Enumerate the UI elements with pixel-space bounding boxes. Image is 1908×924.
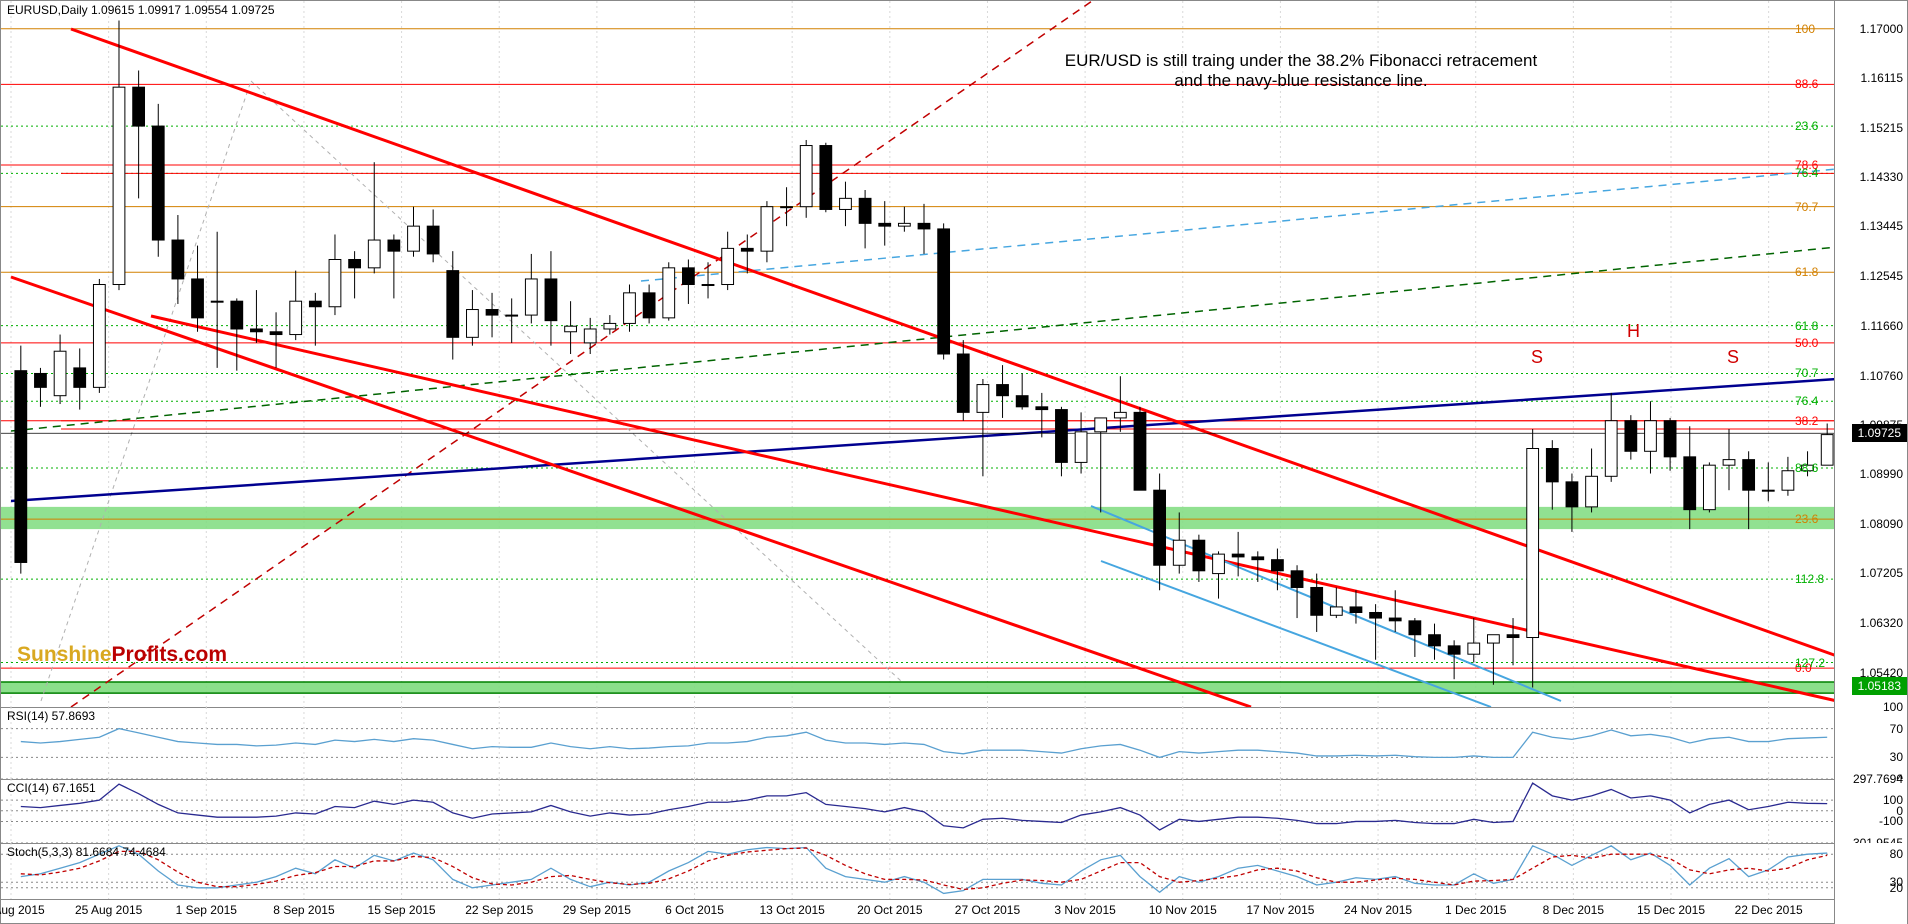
price-panel[interactable]: EURUSD,Daily 1.09615 1.09917 1.09554 1.0…: [1, 1, 1907, 708]
xaxis-tick: 18 Aug 2015: [0, 903, 45, 917]
fib-label: 61.8: [1795, 265, 1818, 279]
fib-label: 61.8: [1795, 319, 1818, 333]
watermark-part-1: Sunshine: [17, 643, 112, 666]
symbol-title: EURUSD,Daily 1.09615 1.09917 1.09554 1.0…: [7, 3, 275, 17]
xaxis-tick: 3 Nov 2015: [1054, 903, 1115, 917]
price-tick: 1.12545: [1860, 269, 1903, 283]
fib-label: 38.2: [1795, 414, 1818, 428]
indicator-tick: 297.7694: [1853, 772, 1903, 786]
price-tick: 1.07205: [1860, 566, 1903, 580]
xaxis-tick: 1 Dec 2015: [1445, 903, 1506, 917]
xaxis-tick: 22 Sep 2015: [465, 903, 533, 917]
price-tick: 1.13445: [1860, 219, 1903, 233]
xaxis-tick: 6 Oct 2015: [665, 903, 724, 917]
indicator-tick: -100: [1879, 814, 1903, 828]
pattern-s2: S: [1727, 347, 1739, 368]
fib-label: 50.0: [1795, 336, 1818, 350]
indicator-tick: 30: [1890, 750, 1903, 764]
xaxis-tick: 8 Dec 2015: [1543, 903, 1604, 917]
fib-label: 70.7: [1795, 200, 1818, 214]
fib-label: 127.2: [1795, 656, 1825, 670]
fib-label: 76.4: [1795, 166, 1818, 180]
xaxis-tick: 15 Sep 2015: [368, 903, 436, 917]
price-tick: 1.10760: [1860, 369, 1903, 383]
xaxis-tick: 20 Oct 2015: [857, 903, 922, 917]
xaxis-corner: [1834, 899, 1907, 924]
indicator-tick: 80: [1890, 847, 1903, 861]
annotation-line-1: EUR/USD is still traing under the 38.2% …: [1065, 51, 1537, 70]
watermark-part-2: Profits.com: [112, 643, 228, 666]
watermark: SunshineProfits.com: [17, 643, 227, 667]
price-tick: 1.11660: [1861, 319, 1904, 333]
xaxis-tick: 10 Nov 2015: [1149, 903, 1217, 917]
annotation-line-2: and the navy-blue resistance line.: [1174, 71, 1427, 90]
chart-root: EURUSD,Daily 1.09615 1.09917 1.09554 1.0…: [0, 0, 1908, 924]
price-tick: 1.06320: [1860, 616, 1903, 630]
fib-label: 88.6: [1795, 461, 1818, 475]
indicator-tick: 100: [1883, 700, 1903, 714]
xaxis-tick: 8 Sep 2015: [273, 903, 334, 917]
xaxis-tick: 24 Nov 2015: [1344, 903, 1412, 917]
price-badge-current: 1.09725: [1852, 424, 1907, 442]
indicator-tick: 20: [1890, 881, 1903, 895]
stoch-yaxis: 803020: [1834, 843, 1907, 899]
xaxis-tick: 1 Sep 2015: [176, 903, 237, 917]
pattern-h: H: [1627, 321, 1640, 342]
xaxis-tick: 22 Dec 2015: [1735, 903, 1803, 917]
rsi-plot: [1, 707, 1908, 779]
cci-panel[interactable]: CCI(14) 67.1651 297.76941000-100-301.954…: [1, 779, 1907, 844]
price-yaxis: 1.17000 1.16115 1.15215 1.14330 1.13445 1.125…: [1834, 1, 1907, 707]
fib-label: 70.7: [1795, 366, 1818, 380]
fib-label: 112.8: [1795, 572, 1824, 586]
cci-yaxis: 297.76941000-100-301.9545: [1834, 779, 1907, 843]
fib-label: 88.6: [1795, 77, 1818, 91]
xaxis-tick: 13 Oct 2015: [759, 903, 824, 917]
stoch-panel[interactable]: Stoch(5,3,3) 81.6684 74.4684 803020: [1, 843, 1907, 900]
rsi-panel[interactable]: RSI(14) 57.8693 10070300: [1, 707, 1907, 780]
price-tick: 1.17000: [1860, 22, 1903, 36]
indicator-tick: 70: [1890, 722, 1903, 736]
cci-plot: [1, 779, 1908, 843]
rsi-yaxis: 10070300: [1834, 707, 1907, 779]
cci-title: CCI(14) 67.1651: [7, 781, 96, 795]
xaxis-tick: 25 Aug 2015: [75, 903, 142, 917]
xaxis: 18 Aug 2015 25 Aug 2015 1 Sep 2015 8 Sep 20…: [1, 899, 1907, 924]
xaxis-tick: 15 Dec 2015: [1637, 903, 1705, 917]
price-badge-low: 1.05183: [1852, 677, 1907, 695]
rsi-title: RSI(14) 57.8693: [7, 709, 95, 723]
pattern-s1: S: [1531, 347, 1543, 368]
fib-label: 100: [1795, 22, 1815, 36]
stoch-plot: [1, 843, 1908, 899]
fib-label: 23.6: [1795, 512, 1818, 526]
price-tick: 1.08990: [1860, 467, 1903, 481]
fib-label: 76.4: [1795, 394, 1818, 408]
price-plot: [1, 1, 1908, 707]
xaxis-tick: 17 Nov 2015: [1246, 903, 1314, 917]
price-tick: 1.08090: [1860, 517, 1903, 531]
price-tick: 1.15215: [1860, 121, 1903, 135]
chart-annotation: EUR/USD is still traing under the 38.2% …: [961, 51, 1641, 91]
price-tick: 1.14330: [1860, 170, 1903, 184]
price-tick: 1.16115: [1861, 71, 1904, 85]
xaxis-tick: 27 Oct 2015: [955, 903, 1020, 917]
fib-label: 23.6: [1795, 119, 1818, 133]
xaxis-tick: 29 Sep 2015: [563, 903, 631, 917]
stoch-title: Stoch(5,3,3) 81.6684 74.4684: [7, 845, 166, 859]
